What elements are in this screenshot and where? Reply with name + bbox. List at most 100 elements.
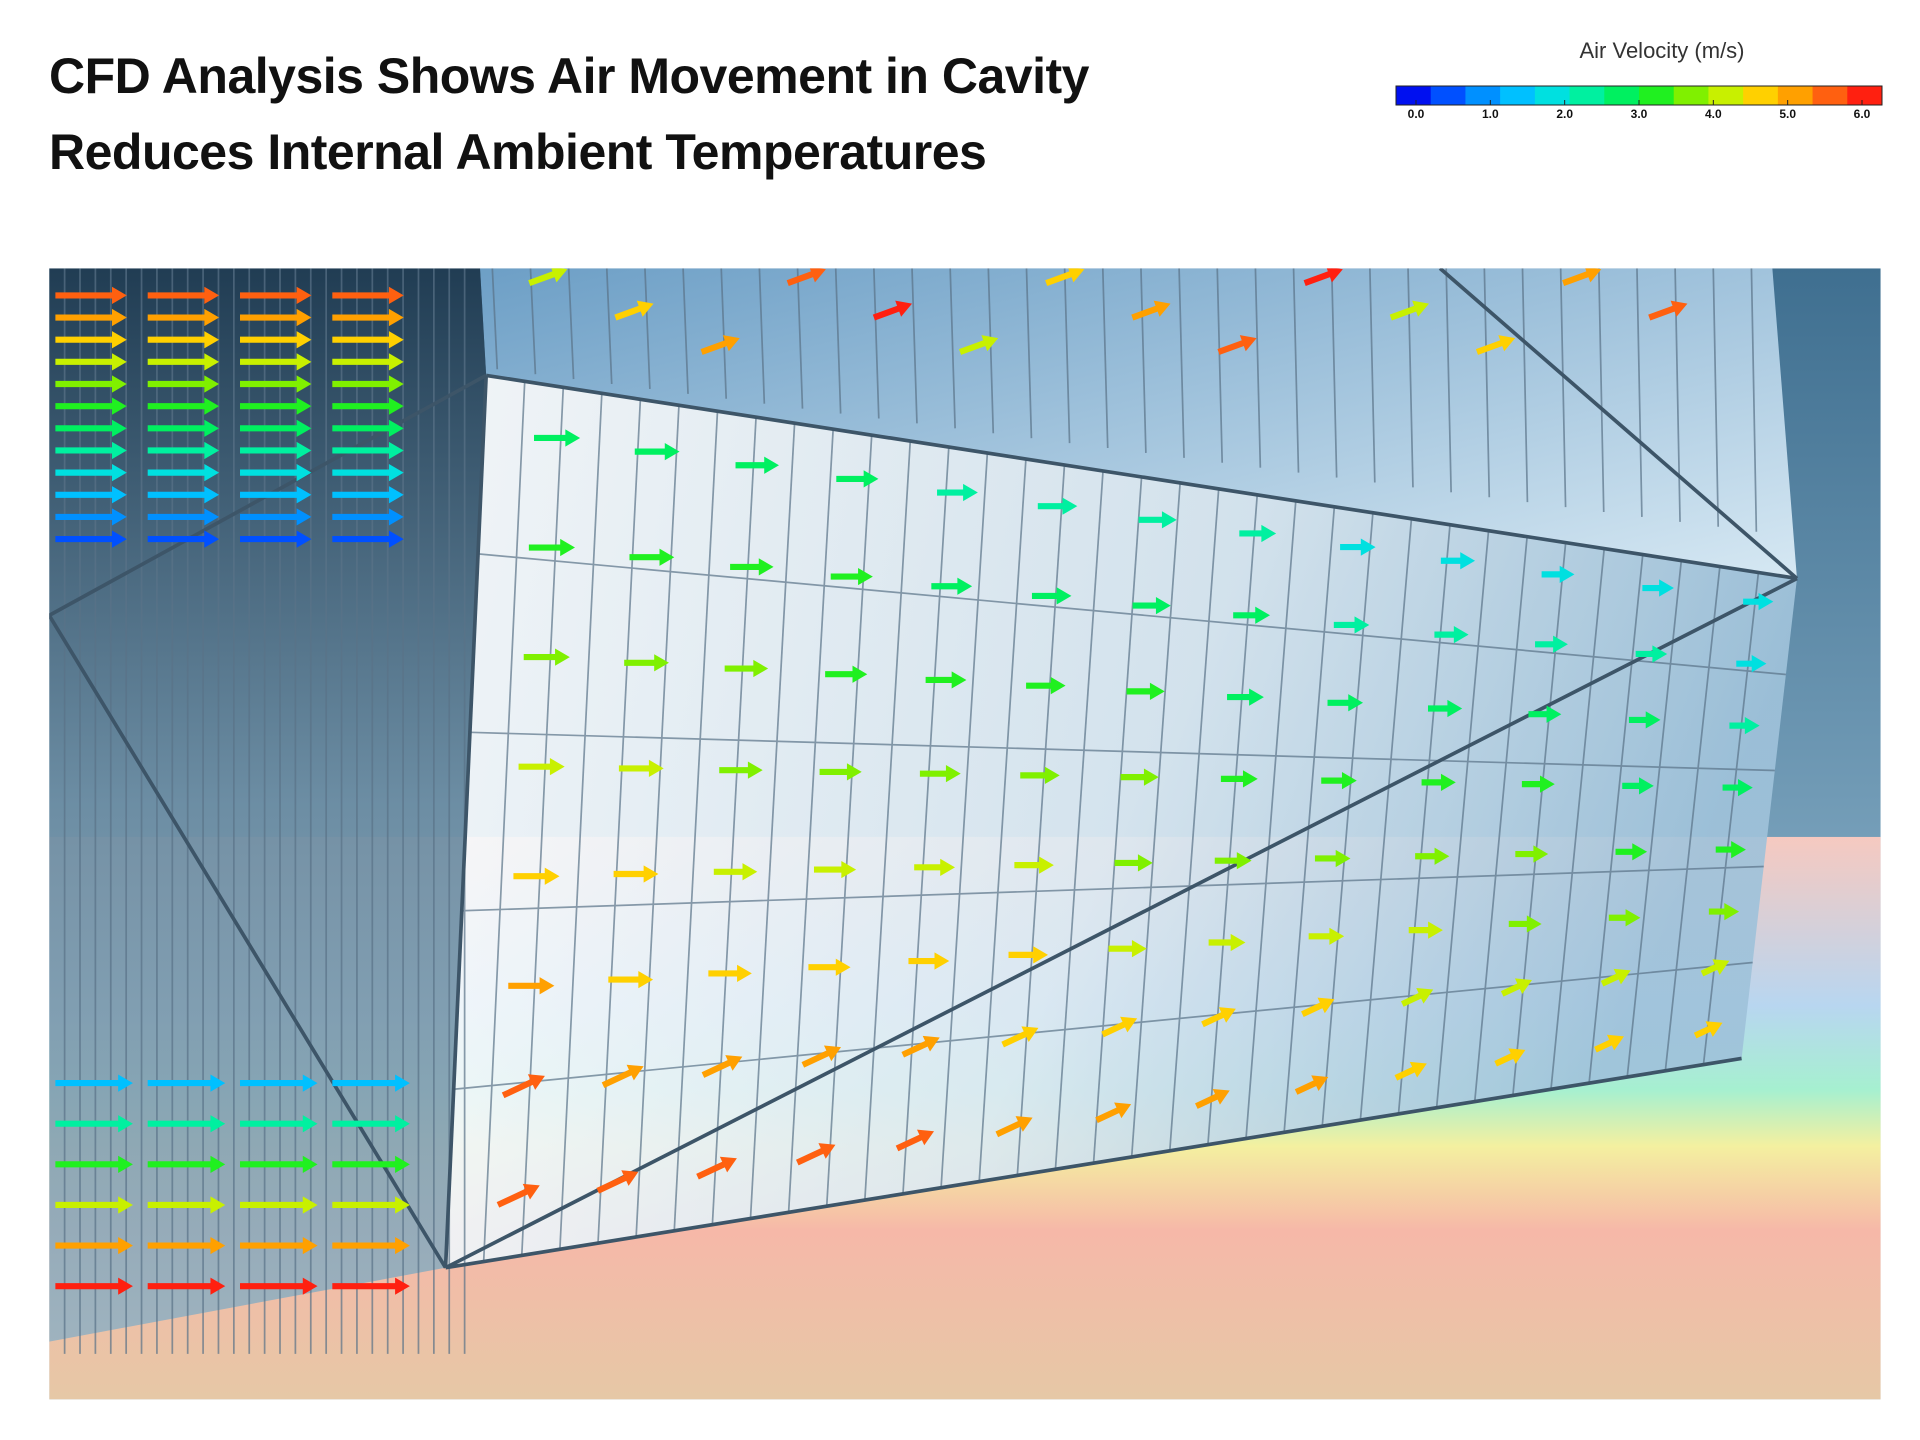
arrow-head	[722, 335, 740, 352]
arrow	[958, 335, 999, 355]
arrow-shaft	[1095, 1105, 1124, 1124]
front-facade	[445, 375, 1797, 1268]
arrow	[332, 508, 404, 526]
arrow-shaft	[696, 1159, 730, 1180]
arrow-head	[1335, 849, 1351, 868]
mullion	[1750, 268, 1758, 532]
mullion	[673, 411, 719, 1231]
arrow-shaft	[1475, 338, 1507, 355]
arrow	[700, 335, 740, 355]
arrow	[332, 1074, 410, 1092]
arrow	[601, 1064, 644, 1088]
arrow-head	[550, 268, 568, 283]
arrow	[332, 464, 404, 482]
arrow-head	[302, 1236, 318, 1255]
arrow	[1700, 959, 1730, 977]
mullion	[1712, 268, 1720, 527]
arrow	[147, 1236, 226, 1255]
arrow	[55, 1155, 133, 1173]
arrow	[1131, 300, 1171, 321]
arrow	[624, 654, 669, 672]
arrow	[240, 353, 312, 371]
colorbar-cell	[1743, 86, 1779, 105]
arrow	[1736, 655, 1767, 673]
arrow	[1415, 847, 1450, 865]
title-line: CFD Analysis Shows Air Movement in Cavit…	[49, 48, 1089, 104]
arrow-head	[388, 331, 404, 349]
arrow-head	[664, 443, 680, 461]
arrow-head	[1354, 616, 1370, 634]
arrow-head	[1236, 852, 1252, 870]
arrow	[825, 665, 868, 683]
arrow-head	[1239, 335, 1257, 352]
arrow-head	[296, 375, 312, 393]
arrow-head	[118, 1074, 133, 1092]
arrow	[1394, 1061, 1427, 1081]
arrow	[147, 441, 220, 460]
arrow-head	[818, 1143, 836, 1159]
mullion	[1254, 268, 1262, 468]
arrow-shaft	[528, 269, 560, 286]
arrow-shaft	[614, 304, 646, 321]
arrow	[931, 577, 973, 595]
arrow	[808, 958, 851, 976]
arrow	[1303, 268, 1343, 286]
arrow	[147, 353, 220, 371]
arrow	[518, 758, 565, 776]
mullion	[1216, 268, 1224, 463]
arrow	[724, 659, 769, 678]
arrow	[925, 671, 967, 689]
arrow-head	[1440, 773, 1456, 791]
arrow	[240, 486, 312, 504]
arrow	[830, 567, 873, 586]
arrow-head	[1412, 300, 1429, 317]
arrow-shaft	[1648, 304, 1680, 321]
arrow	[332, 419, 404, 437]
arrow-head	[951, 671, 967, 689]
arrow	[1020, 766, 1060, 785]
arrow-head	[1015, 1116, 1033, 1132]
arrow-head	[1311, 1075, 1329, 1092]
arrow-head	[1329, 927, 1345, 945]
arrow	[1239, 524, 1277, 543]
arrow	[240, 1074, 318, 1092]
arrow	[1408, 921, 1443, 939]
arrow-head	[1724, 902, 1740, 921]
mullion	[1207, 494, 1259, 1145]
arrow	[1440, 552, 1476, 570]
arrow	[1515, 845, 1549, 863]
arrow-head	[1360, 538, 1376, 556]
arrow	[735, 456, 779, 474]
arrow-head	[112, 353, 127, 371]
left-facade	[49, 268, 487, 1342]
arrow	[1108, 940, 1147, 958]
arrow	[596, 1170, 639, 1194]
arrow-head	[1249, 688, 1264, 706]
arrow-head	[922, 1035, 940, 1052]
arrow-head	[1526, 915, 1542, 933]
arrow	[513, 867, 560, 885]
arrow-head	[747, 761, 763, 779]
arrow-head	[1613, 968, 1631, 985]
arrow-shaft	[995, 1119, 1025, 1138]
arrow-head	[204, 441, 220, 460]
arrow-shaft	[958, 338, 990, 355]
arrow-head	[296, 308, 312, 327]
arrow-shaft	[1294, 1078, 1321, 1095]
mullion	[720, 268, 728, 399]
arrow-head	[1559, 565, 1575, 583]
transom	[477, 553, 1786, 676]
colorbar-cell	[1396, 86, 1432, 105]
arrow-head	[388, 441, 404, 460]
arrow-head	[852, 665, 868, 683]
arrow	[332, 331, 404, 349]
arrow-head	[204, 375, 220, 393]
arrow	[1333, 616, 1370, 634]
arrow	[55, 441, 127, 460]
arrow-head	[118, 1155, 133, 1173]
arrow-head	[1050, 677, 1066, 695]
mullion	[1092, 476, 1143, 1164]
arrow	[719, 761, 763, 779]
arrow-head	[296, 486, 312, 504]
arrow-shaft	[1101, 1019, 1130, 1038]
